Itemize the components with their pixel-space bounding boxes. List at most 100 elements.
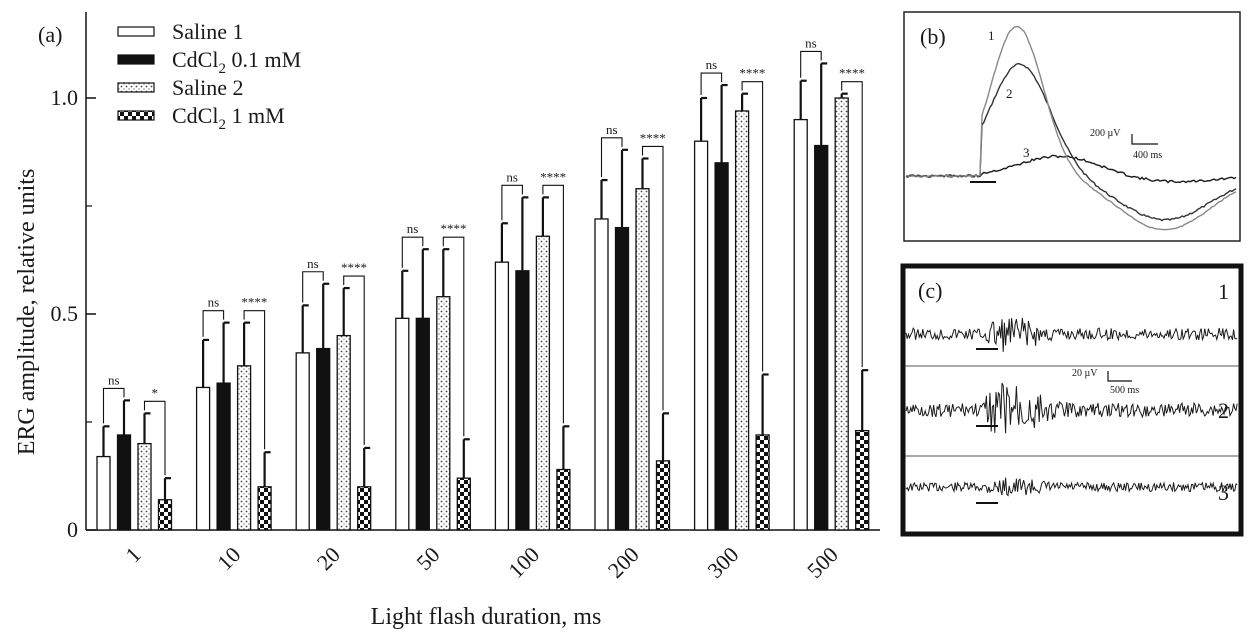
x-tick-label: 20 [312, 542, 345, 575]
bar [295, 352, 310, 531]
significance-label: * [152, 385, 159, 400]
bar [535, 235, 551, 531]
significance-label: **** [540, 169, 566, 184]
x-tick-label: 100 [503, 542, 544, 583]
significance-bracket [841, 81, 863, 368]
bar [855, 429, 870, 531]
significance-label: ns [108, 372, 120, 387]
bar [336, 334, 351, 531]
bar [494, 261, 510, 531]
inset-c-label: (c) [918, 278, 942, 303]
significance-label: ns [307, 256, 319, 271]
inset-c-scale-voltage: 20 µV [1072, 368, 1098, 379]
x-ticks: 1 10 20 50 100 200 300 500 [120, 542, 843, 583]
significance-bracket [741, 81, 764, 372]
legend-swatch [117, 110, 155, 121]
inset-c-scale-time: 500 ms [1110, 385, 1139, 396]
inset-c-trace-1 [905, 317, 1238, 352]
inset-c-trace-label-2: 2 [1218, 398, 1229, 423]
inset-c: (c) 1 2 3 20 µV 500 ms [900, 263, 1244, 537]
legend-label: CdCl2 1 mM [172, 103, 285, 133]
bar [594, 218, 609, 531]
bar [257, 486, 272, 531]
inset-b: (b) 1 2 3 200 µV 400 ms [903, 11, 1241, 242]
significance-label: ns [606, 122, 618, 137]
significance-bracket [442, 236, 465, 437]
significance-bracket [243, 310, 266, 450]
inset-b-frame [903, 11, 1241, 242]
inset-c-scale-bar [1107, 371, 1132, 382]
bar [236, 365, 252, 531]
legend-swatch [117, 26, 155, 37]
panel-a-label: (a) [38, 22, 62, 47]
bar [614, 226, 630, 531]
bar [137, 442, 152, 531]
bar [216, 382, 231, 531]
significance-label: ns [208, 295, 220, 310]
significance-label: **** [341, 260, 367, 275]
bar [96, 455, 111, 531]
significance-bracket [700, 72, 723, 95]
significance-label: **** [241, 295, 267, 310]
significance-bracket [202, 310, 225, 337]
bar [436, 296, 451, 531]
significance-bracket [800, 50, 822, 78]
x-axis-title: Light flash duration, ms [371, 604, 602, 630]
significance-bracket [542, 184, 564, 424]
bar [157, 499, 173, 531]
significance-bracket [343, 275, 365, 445]
bar [357, 486, 372, 531]
bar [655, 460, 671, 531]
y-axis-title: ERG amplitude, relative units [14, 169, 40, 456]
x-tick-label: 10 [212, 542, 245, 575]
bar [793, 118, 808, 531]
significance-label: ns [805, 35, 817, 50]
y-tick-label: 0 [67, 517, 78, 542]
bar [556, 468, 571, 531]
bar [195, 386, 211, 531]
x-tick-label: 1 [120, 542, 145, 567]
significance-bracket [102, 387, 125, 424]
bar-series [96, 62, 870, 531]
bar [635, 188, 650, 531]
legend-label: Saline 1 [172, 19, 244, 44]
bar [814, 144, 829, 531]
inset-b-trace-1 [905, 25, 1237, 231]
bar [116, 434, 132, 531]
significance-label: ns [407, 221, 419, 236]
y-tick-label: 1.0 [51, 85, 79, 110]
inset-b-scale-bar [1131, 134, 1158, 145]
significance-label: **** [640, 130, 666, 145]
y-tick-label: 0.5 [51, 301, 79, 326]
inset-c-trace-2 [905, 382, 1238, 434]
inset-b-trace-label-2: 2 [1006, 86, 1013, 101]
significance-label: **** [839, 66, 865, 81]
x-tick-label: 500 [802, 542, 843, 583]
inset-b-label: (b) [920, 24, 946, 49]
bar [395, 317, 410, 531]
x-tick-label: 300 [702, 542, 743, 583]
inset-b-trace-label-3: 3 [1023, 145, 1030, 160]
significance-bracket [302, 271, 324, 303]
y-ticks: 0 0.5 1.0 [51, 85, 96, 542]
bar [415, 317, 430, 531]
significance-bracket [641, 145, 664, 411]
significance-label: ns [506, 169, 518, 184]
bar [316, 347, 331, 531]
significance-bracket [143, 400, 166, 476]
significance-bracket [501, 184, 523, 221]
inset-b-scale-time: 400 ms [1133, 150, 1162, 161]
bar [734, 110, 750, 531]
bar [693, 140, 709, 531]
bar [456, 477, 471, 531]
legend-label: Saline 2 [172, 75, 244, 100]
significance-label: **** [739, 66, 765, 81]
bar [834, 97, 849, 531]
bar [515, 270, 530, 531]
bar [714, 162, 729, 531]
significance-bracket [600, 137, 623, 178]
x-tick-label: 50 [411, 542, 444, 575]
legend-label: CdCl2 0.1 mM [172, 47, 301, 77]
